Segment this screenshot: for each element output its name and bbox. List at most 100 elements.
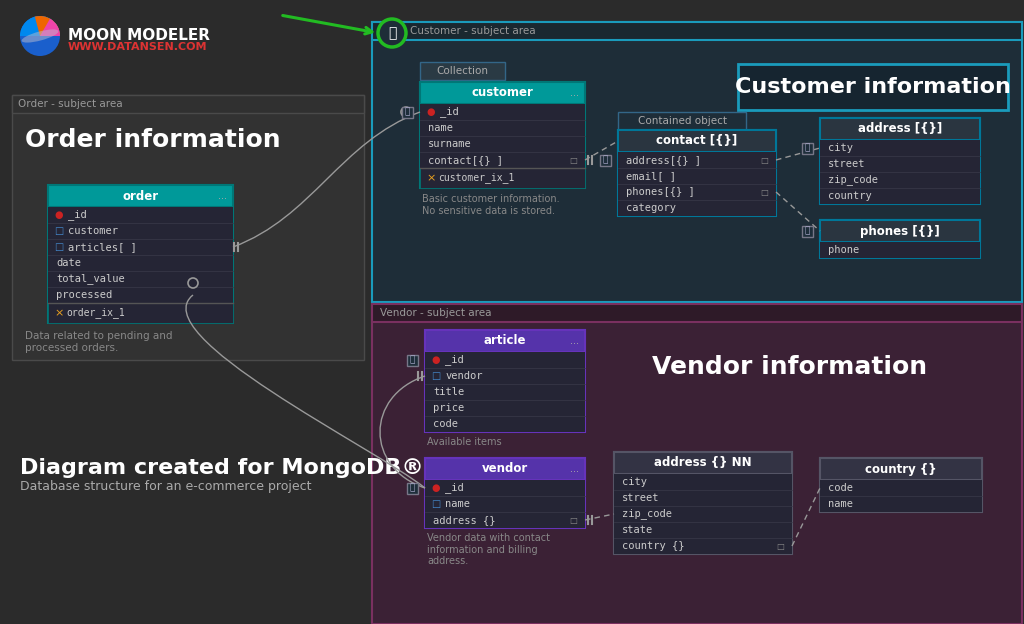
Bar xyxy=(372,304,1022,322)
Bar xyxy=(614,474,792,554)
Text: name: name xyxy=(428,123,453,133)
Bar xyxy=(820,458,982,512)
Text: city: city xyxy=(828,143,853,153)
Text: □: □ xyxy=(431,371,440,381)
Circle shape xyxy=(378,19,406,47)
Bar xyxy=(420,120,585,136)
Text: _id: _id xyxy=(445,354,464,366)
Text: Customer information: Customer information xyxy=(735,77,1011,97)
Bar xyxy=(425,496,585,512)
Text: code: code xyxy=(433,419,458,429)
Text: ...: ... xyxy=(570,88,579,98)
Bar xyxy=(48,185,233,207)
Text: ●: ● xyxy=(431,355,439,365)
Text: title: title xyxy=(433,387,464,397)
Bar xyxy=(820,242,980,258)
Text: zip_code: zip_code xyxy=(828,175,878,185)
Bar xyxy=(614,452,792,554)
Bar xyxy=(820,118,980,204)
Text: □: □ xyxy=(431,499,440,509)
Text: ⤢: ⤢ xyxy=(804,227,810,235)
Bar xyxy=(425,458,585,480)
Text: ●: ● xyxy=(54,210,62,220)
Bar xyxy=(425,400,585,416)
Bar xyxy=(614,452,792,474)
Text: state: state xyxy=(622,525,653,535)
Text: □: □ xyxy=(54,226,63,236)
Text: Diagram created for MongoDB®: Diagram created for MongoDB® xyxy=(20,458,424,478)
Bar xyxy=(820,220,980,242)
Text: ...: ... xyxy=(570,336,579,346)
Text: address[{} ]: address[{} ] xyxy=(626,155,701,165)
Bar xyxy=(425,330,585,352)
Bar xyxy=(820,188,980,204)
Text: code: code xyxy=(828,483,853,493)
Bar xyxy=(48,207,233,223)
Bar xyxy=(48,223,233,239)
Bar xyxy=(420,82,585,188)
Text: ×: × xyxy=(426,173,435,183)
Text: address {} NN: address {} NN xyxy=(654,457,752,469)
Text: Vendor data with contact
information and billing
address.: Vendor data with contact information and… xyxy=(427,533,550,566)
Bar xyxy=(48,303,233,323)
Bar xyxy=(420,104,585,120)
Text: MOON MODELER: MOON MODELER xyxy=(68,28,210,43)
Bar xyxy=(425,512,585,528)
Bar xyxy=(820,480,982,512)
Wedge shape xyxy=(20,16,60,36)
Bar xyxy=(425,480,585,496)
Bar xyxy=(820,172,980,188)
Text: name: name xyxy=(828,499,853,509)
Text: surname: surname xyxy=(428,139,472,149)
Text: Available items: Available items xyxy=(427,437,502,447)
Text: Vendor information: Vendor information xyxy=(652,355,928,379)
Text: ●: ● xyxy=(426,107,434,117)
Text: ...: ... xyxy=(570,464,579,474)
Text: articles[ ]: articles[ ] xyxy=(68,242,137,252)
Bar xyxy=(425,416,585,432)
Bar xyxy=(618,130,776,216)
Text: order: order xyxy=(123,190,159,203)
Bar xyxy=(599,155,610,165)
Text: □: □ xyxy=(760,155,768,165)
Text: _id: _id xyxy=(445,482,464,494)
Bar xyxy=(802,142,812,154)
Text: Collection: Collection xyxy=(436,66,488,76)
Bar xyxy=(425,458,585,528)
Bar xyxy=(48,287,233,303)
Bar xyxy=(12,95,364,113)
Text: □: □ xyxy=(569,515,577,525)
Text: street: street xyxy=(828,159,865,169)
Bar xyxy=(372,22,1022,302)
Text: processed: processed xyxy=(56,290,113,300)
Bar xyxy=(820,458,982,480)
Text: WWW.DATANSEN.COM: WWW.DATANSEN.COM xyxy=(68,42,208,52)
Wedge shape xyxy=(40,19,60,36)
Text: ⤢: ⤢ xyxy=(388,26,396,40)
Text: Contained object: Contained object xyxy=(638,116,726,126)
Bar xyxy=(425,330,585,432)
Text: Basic customer information.
No sensitive data is stored.: Basic customer information. No sensitive… xyxy=(422,194,560,216)
Ellipse shape xyxy=(22,29,58,42)
Bar xyxy=(820,242,980,258)
Text: ⤢: ⤢ xyxy=(410,484,415,492)
Text: Database structure for an e-commerce project: Database structure for an e-commerce pro… xyxy=(20,480,311,493)
Text: vendor: vendor xyxy=(445,371,482,381)
Bar xyxy=(48,207,233,303)
Text: price: price xyxy=(433,403,464,413)
Text: city: city xyxy=(622,477,647,487)
Bar xyxy=(401,107,413,117)
Text: date: date xyxy=(56,258,81,268)
Text: name: name xyxy=(445,499,470,509)
Text: Data related to pending and
processed orders.: Data related to pending and processed or… xyxy=(25,331,172,353)
Bar xyxy=(48,255,233,271)
Bar xyxy=(618,200,776,216)
Text: address {}: address {} xyxy=(433,515,496,525)
Text: contact[{} ]: contact[{} ] xyxy=(428,155,503,165)
Text: vendor: vendor xyxy=(482,462,528,475)
Bar xyxy=(420,152,585,168)
Bar xyxy=(425,480,585,528)
Bar xyxy=(614,538,792,554)
Bar xyxy=(618,152,776,168)
Bar xyxy=(420,136,585,152)
